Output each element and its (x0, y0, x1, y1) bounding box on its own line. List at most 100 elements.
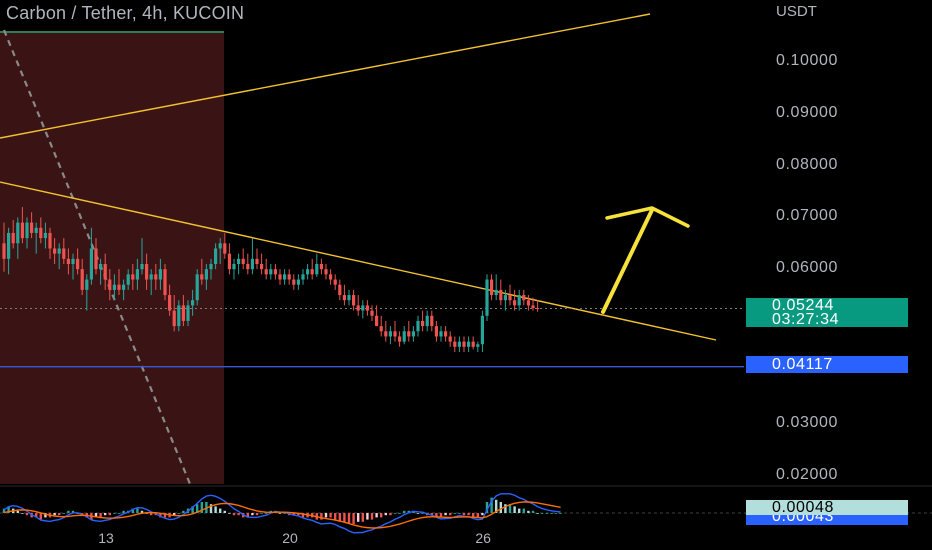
macd-histogram-bar (145, 513, 148, 514)
macd-histogram-bar (301, 513, 305, 518)
macd-histogram-bar (403, 510, 406, 513)
macd-histogram-bar (260, 513, 263, 514)
candle-up (140, 264, 144, 270)
macd-histogram-bar (458, 513, 461, 514)
candle-up (296, 279, 300, 285)
candle-down (2, 243, 6, 259)
macd-histogram-bar (504, 504, 507, 513)
candle-up (16, 222, 20, 244)
upper-trendline (0, 13, 651, 139)
candle-up (425, 315, 429, 327)
macd-histogram-bar (559, 513, 562, 514)
macd-histogram-bar (228, 513, 231, 514)
candle-down (131, 274, 135, 280)
candle-up (315, 264, 319, 275)
macd-histogram-bar (58, 513, 61, 516)
macd-histogram-bar (113, 513, 116, 514)
candle-down (154, 274, 158, 280)
candle-down (30, 222, 34, 233)
candle-down (453, 341, 457, 347)
candle-down (379, 326, 383, 332)
candle-up (57, 248, 61, 254)
candle-down (430, 315, 434, 327)
candle-down (39, 227, 43, 239)
macd-histogram-bar (370, 513, 374, 520)
candle-up (195, 274, 199, 301)
candle-down (462, 341, 466, 347)
candle-up (126, 274, 130, 285)
candle-down (264, 269, 268, 275)
candle-down (407, 331, 411, 337)
macd-histogram-bar (352, 513, 355, 524)
macd-histogram-bar (338, 513, 341, 522)
candle-down (246, 264, 250, 270)
candle-down (94, 248, 98, 270)
macd-histogram-bar (485, 502, 489, 513)
macd-histogram-bar (265, 513, 268, 514)
signal-value-badge: 0.00043 (746, 515, 908, 525)
macd-histogram-bar (375, 513, 378, 518)
candle-down (444, 331, 448, 337)
candle-down (76, 258, 80, 270)
candle-up (25, 222, 29, 239)
y-tick-label: 0.07000 (776, 207, 839, 225)
macd-histogram-bar (177, 513, 180, 514)
candle-up (43, 232, 47, 239)
macd-histogram-bar (407, 510, 410, 513)
macd-histogram-bar (490, 497, 493, 513)
macd-histogram-bar (462, 513, 466, 516)
candle-up (177, 305, 181, 327)
candle-up (269, 269, 273, 275)
macd-histogram-bar (343, 513, 346, 522)
macd-histogram-bar (518, 508, 521, 513)
candle-up (485, 279, 489, 316)
macd-histogram-bar (39, 513, 42, 520)
candle-down (287, 274, 291, 280)
candle-up (149, 274, 153, 280)
candle-up (204, 269, 208, 280)
candle-down (338, 284, 342, 296)
candle-down (375, 315, 379, 327)
candle-up (122, 284, 126, 290)
macd-histogram-bar (384, 513, 387, 516)
macd-histogram-bar (380, 513, 383, 518)
candle-up (85, 279, 89, 290)
candle-up (411, 331, 415, 337)
macd-histogram-bar (278, 513, 282, 514)
y-tick-label: 0.10000 (776, 52, 839, 70)
y-tick-label: 0.08000 (776, 155, 839, 173)
candle-down (278, 274, 282, 280)
candle-down (163, 269, 167, 296)
candle-down (108, 279, 112, 290)
macd-histogram-bar (531, 510, 535, 513)
macd-histogram-bar (255, 513, 259, 516)
candle-up (34, 227, 38, 233)
candle-up (158, 269, 162, 280)
macd-histogram-bar (476, 513, 479, 518)
candle-down (499, 289, 503, 301)
candle-down (62, 248, 66, 259)
chart-title[interactable]: Carbon / Tether, 4h, KUCOIN (6, 3, 245, 23)
y-tick-label: 0.06000 (776, 259, 839, 277)
candle-up (467, 341, 471, 347)
candle-up (517, 295, 521, 306)
signal-value: 0.00043 (772, 515, 835, 525)
candle-down (490, 279, 494, 296)
candle-down (145, 264, 149, 280)
macd-histogram-bar (67, 510, 70, 513)
macd-histogram-bar (444, 513, 447, 516)
macd-histogram-bar (246, 513, 249, 518)
candle-down (255, 258, 259, 264)
macd-histogram-bar (393, 513, 397, 514)
macd-histogram-bar (472, 513, 475, 518)
candles-group (2, 207, 540, 352)
candle-down (117, 284, 121, 290)
macd-histogram-bar (366, 513, 369, 520)
price-unit-label: USDT (776, 3, 817, 20)
candle-down (365, 305, 369, 311)
macd-histogram-bar (2, 508, 6, 513)
macd-histogram-bar (320, 513, 323, 520)
candle-down (526, 300, 530, 306)
macd-histogram-bar (324, 513, 328, 518)
